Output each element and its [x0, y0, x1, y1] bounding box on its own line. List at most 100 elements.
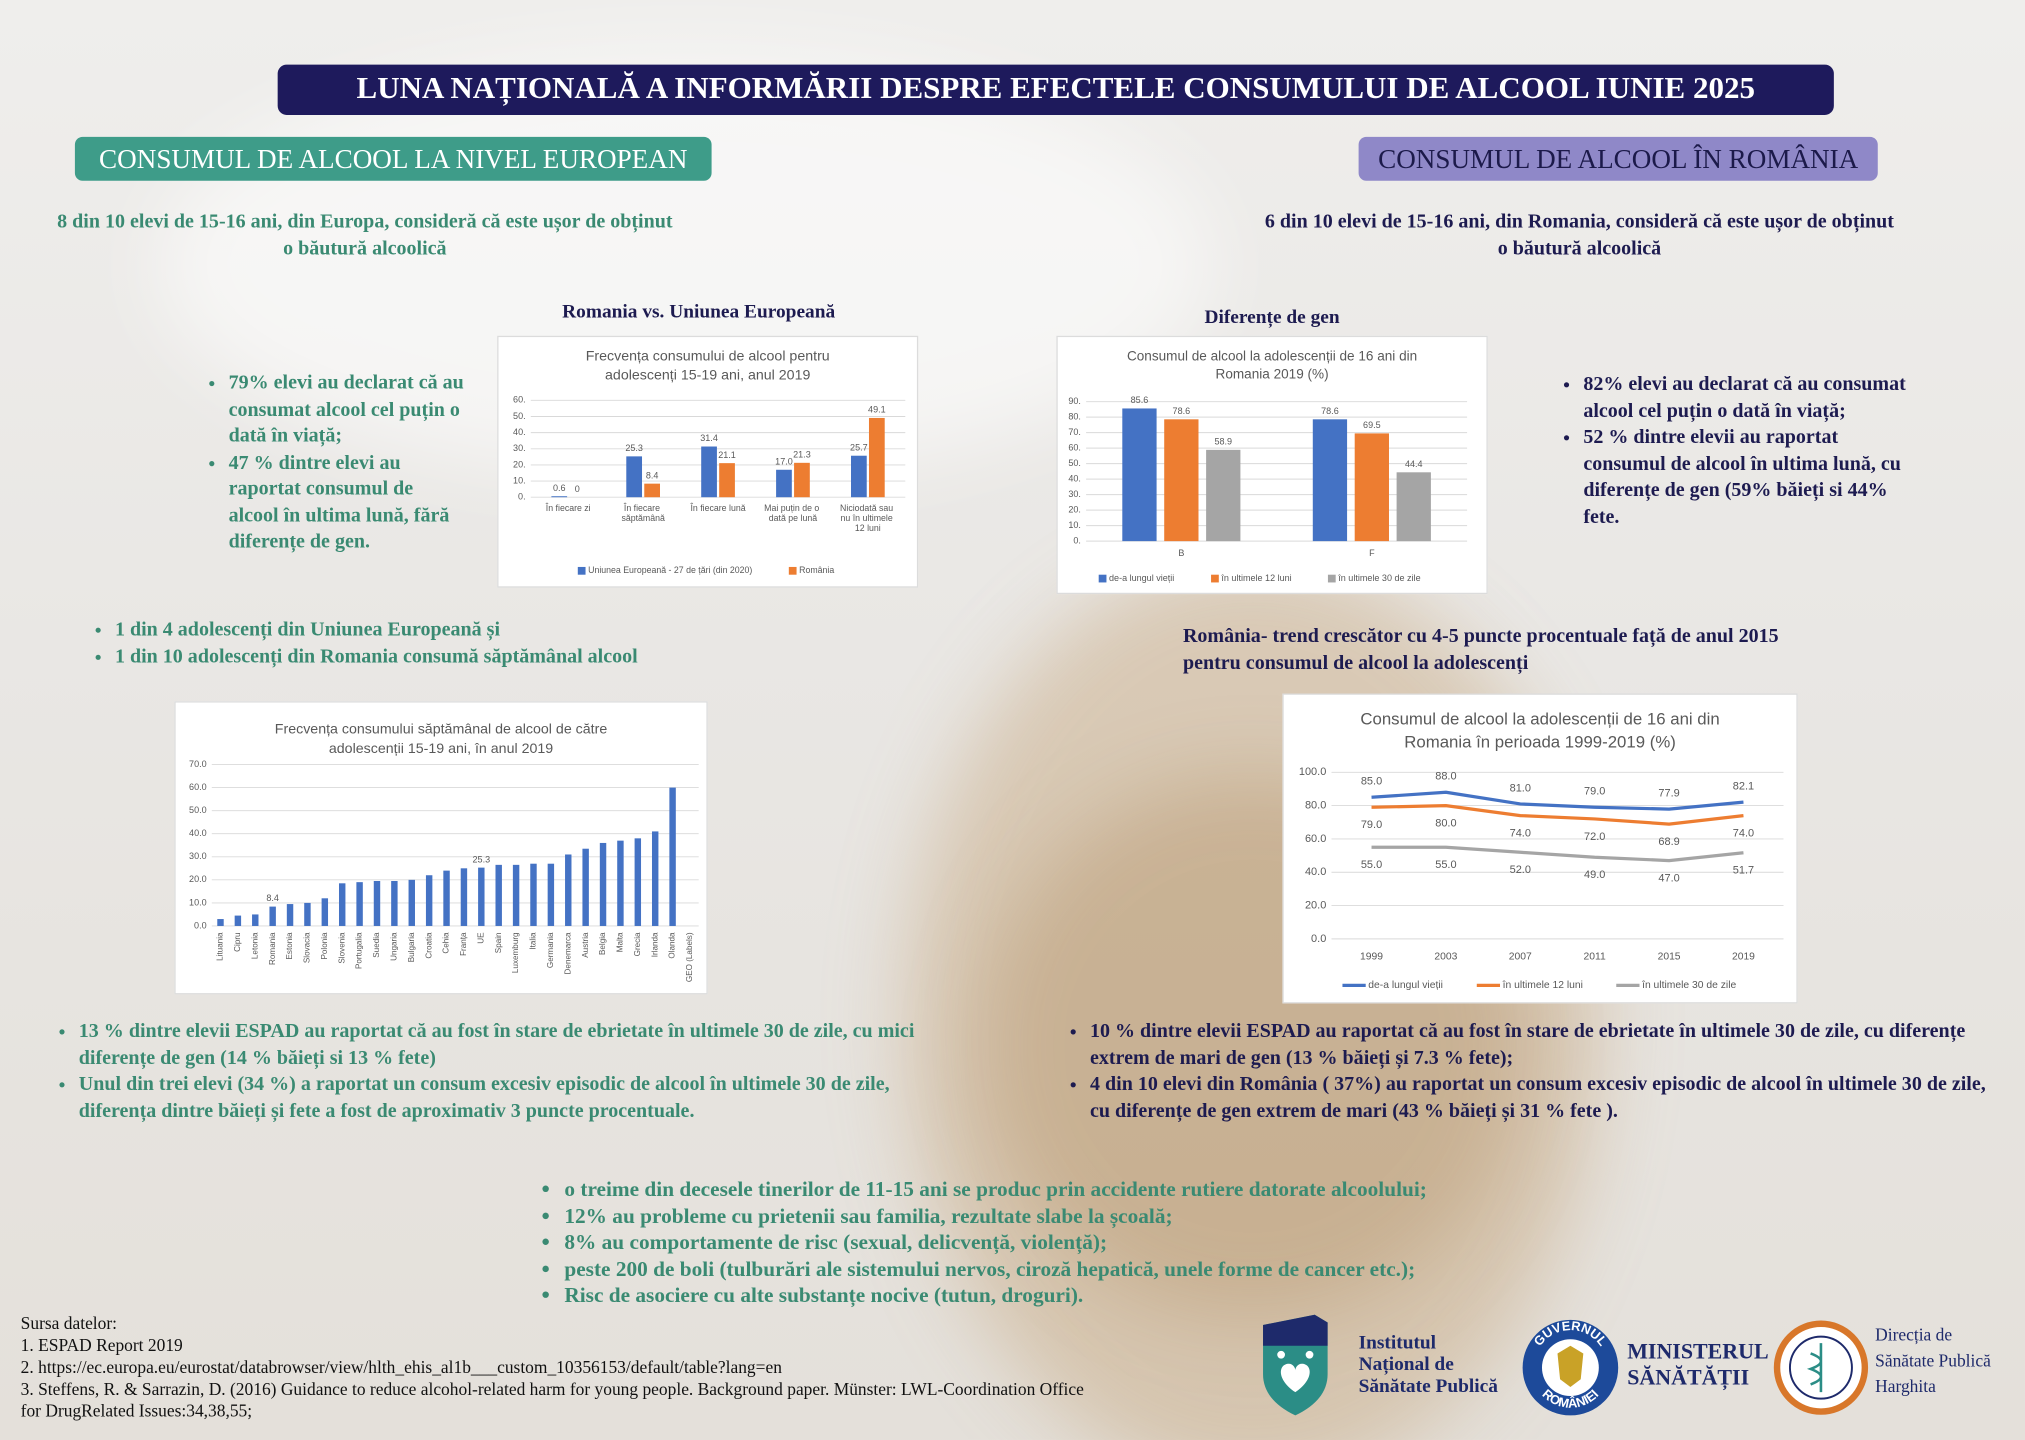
bullet-list: o treime din decesele tinerilor de 11-15… — [540, 1177, 1624, 1309]
chart-title: Consumul de alcool la adolescenții de 16… — [1360, 709, 1720, 752]
legend-swatch — [788, 566, 797, 575]
sources: Sursa datelor: 1. ESPAD Report 2019 2. ht… — [21, 1312, 1093, 1422]
bar — [1122, 408, 1157, 542]
x-tick-label: Irlanda — [650, 932, 659, 957]
bar — [565, 854, 572, 926]
bar — [551, 496, 568, 498]
x-tick-label: Estonia — [285, 932, 294, 960]
y-tick-label: 0. — [1073, 536, 1081, 546]
chart-title: Frecvența consumului săptămânal de alcoo… — [274, 721, 608, 757]
value-label: 8.4 — [266, 893, 279, 903]
section-heading: CONSUMUL DE ALCOOL LA NIVEL EUROPEAN — [74, 136, 712, 181]
page-title: LUNA NAȚIONALĂ A INFORMĂRII DESPRE EFECT… — [277, 64, 1834, 115]
y-tick-label: 0.0 — [194, 920, 207, 930]
logo-text: MINISTERUL — [1627, 1339, 1768, 1364]
value-label: 25.3 — [625, 443, 643, 453]
logo-text: Național de — [1359, 1354, 1455, 1375]
bar — [304, 902, 311, 926]
y-tick-label: 60. — [513, 395, 526, 405]
y-tick-label: 90. — [1068, 396, 1081, 406]
y-tick-label: 30.0 — [189, 851, 207, 861]
bar — [794, 462, 810, 498]
logo-text: Direcția de — [1875, 1325, 1952, 1345]
value-label: 74.0 — [1510, 828, 1531, 840]
bullet-item: 12% au probleme cu prietenii sau familia… — [564, 1203, 1623, 1229]
text-line: pentru consumul de alcool la adolescenți — [1182, 652, 1529, 675]
x-tick-label: Slovacia — [303, 932, 312, 963]
y-tick-label: 10.0 — [189, 897, 207, 907]
insp-logo — [1280, 1363, 1310, 1393]
value-label: 72.0 — [1584, 831, 1605, 843]
y-tick-label: 100.0 — [1299, 766, 1326, 778]
value-label: 49.1 — [868, 405, 886, 415]
bullet-item: 10 % dintre elevii ESPAD au raportat că … — [1090, 1019, 2010, 1072]
value-label: 0.6 — [553, 483, 566, 493]
bar — [626, 456, 643, 498]
bar — [868, 417, 885, 498]
bullet-list: 82% elevi au declarat că au consumat alc… — [1559, 372, 1919, 531]
x-tick-label: Mai puțin de o dată pe lună — [764, 503, 822, 523]
text-line: 2. https://ec.europa.eu/eurostat/databro… — [20, 1357, 782, 1377]
value-label: 17.0 — [775, 456, 793, 466]
value-label: 0 — [575, 484, 580, 494]
y-tick-label: 30. — [513, 443, 526, 453]
bar — [644, 483, 660, 498]
value-label: 85.6 — [1131, 395, 1149, 405]
sources-title: Sursa datelor: — [20, 1313, 118, 1333]
section-heading: CONSUMUL DE ALCOOL ÎN ROMÂNIA — [1358, 136, 1878, 181]
bar — [495, 864, 502, 926]
value-label: 88.0 — [1435, 771, 1456, 783]
x-tick-label: GEO (Labels) — [685, 932, 694, 982]
value-label: 31.4 — [700, 433, 718, 443]
y-tick-label: 70.0 — [189, 759, 207, 769]
bar — [669, 787, 676, 926]
bar — [252, 914, 259, 926]
bullet-item: 82% elevi au declarat că au consumat alc… — [1583, 372, 1919, 425]
chart-caption: Diferențe de gen — [1204, 307, 1340, 329]
legend-label: în ultimele 30 de zile — [1337, 573, 1420, 583]
value-label: 80.0 — [1435, 818, 1456, 830]
legend-label: în ultimele 12 luni — [1220, 573, 1291, 583]
logo-text: SĂNĂTĂȚII — [1627, 1364, 1749, 1390]
x-tick-label: Italia — [529, 932, 538, 950]
value-label: 49.0 — [1584, 869, 1605, 881]
legend-label: în ultimele 30 de zile — [1641, 980, 1736, 991]
y-tick-label: 80.0 — [1305, 799, 1326, 811]
x-tick-label: 2015 — [1658, 952, 1681, 963]
chart-caption: Romania vs. Uniunea Europeană — [562, 302, 836, 323]
x-tick-label: Slovenia — [337, 932, 346, 964]
trend-text: România- trend crescător cu 4-5 puncte p… — [1183, 622, 1779, 676]
legend-label: România — [799, 565, 834, 575]
dsp-seal — [1788, 1335, 1853, 1400]
value-label: 82.1 — [1733, 781, 1754, 793]
bullet-item: 1 din 4 adolescenți din Uniunea European… — [115, 617, 787, 643]
logo-text: Institutul — [1359, 1332, 1437, 1353]
bar — [651, 831, 659, 926]
y-tick-label: 50. — [1068, 458, 1081, 468]
value-label: 21.1 — [718, 450, 736, 460]
y-tick-label: 0. — [518, 492, 526, 502]
sources-list: 1. ESPAD Report 2019 2. https://ec.europa… — [21, 1334, 1093, 1422]
bar — [269, 906, 276, 926]
x-tick-label: În fiecare zi — [545, 503, 591, 513]
y-tick-label: 40. — [513, 427, 526, 437]
x-tick-label: Austria — [581, 932, 590, 958]
value-label: 79.0 — [1361, 819, 1382, 831]
legend-label: Uniunea Europeană - 27 de țări (din 2020… — [588, 565, 752, 575]
bar — [338, 883, 346, 926]
y-tick-label: 30. — [1068, 489, 1081, 499]
y-tick-label: 10. — [1068, 520, 1081, 530]
bar — [356, 882, 363, 926]
bar — [373, 880, 381, 926]
x-tick-label: Germania — [546, 932, 555, 968]
bullet-item: peste 200 de boli (tulburări ale sistemu… — [564, 1256, 1623, 1282]
text-line: 1. ESPAD Report 2019 — [20, 1335, 183, 1355]
x-tick-label: Bulgaria — [407, 932, 416, 962]
chart: 0.0 10.0 20.0 30.0 40.0 50.0 60.0 70.0 Lituania C… — [189, 759, 699, 982]
bar — [599, 842, 607, 926]
x-tick-label: În fiecare lună — [690, 503, 746, 513]
chart-title: Frecvența consumului de alcool pentru ad… — [585, 348, 830, 384]
bar — [851, 455, 867, 498]
y-tick-label: 10. — [513, 475, 526, 485]
y-tick-label: 70. — [1068, 427, 1081, 437]
